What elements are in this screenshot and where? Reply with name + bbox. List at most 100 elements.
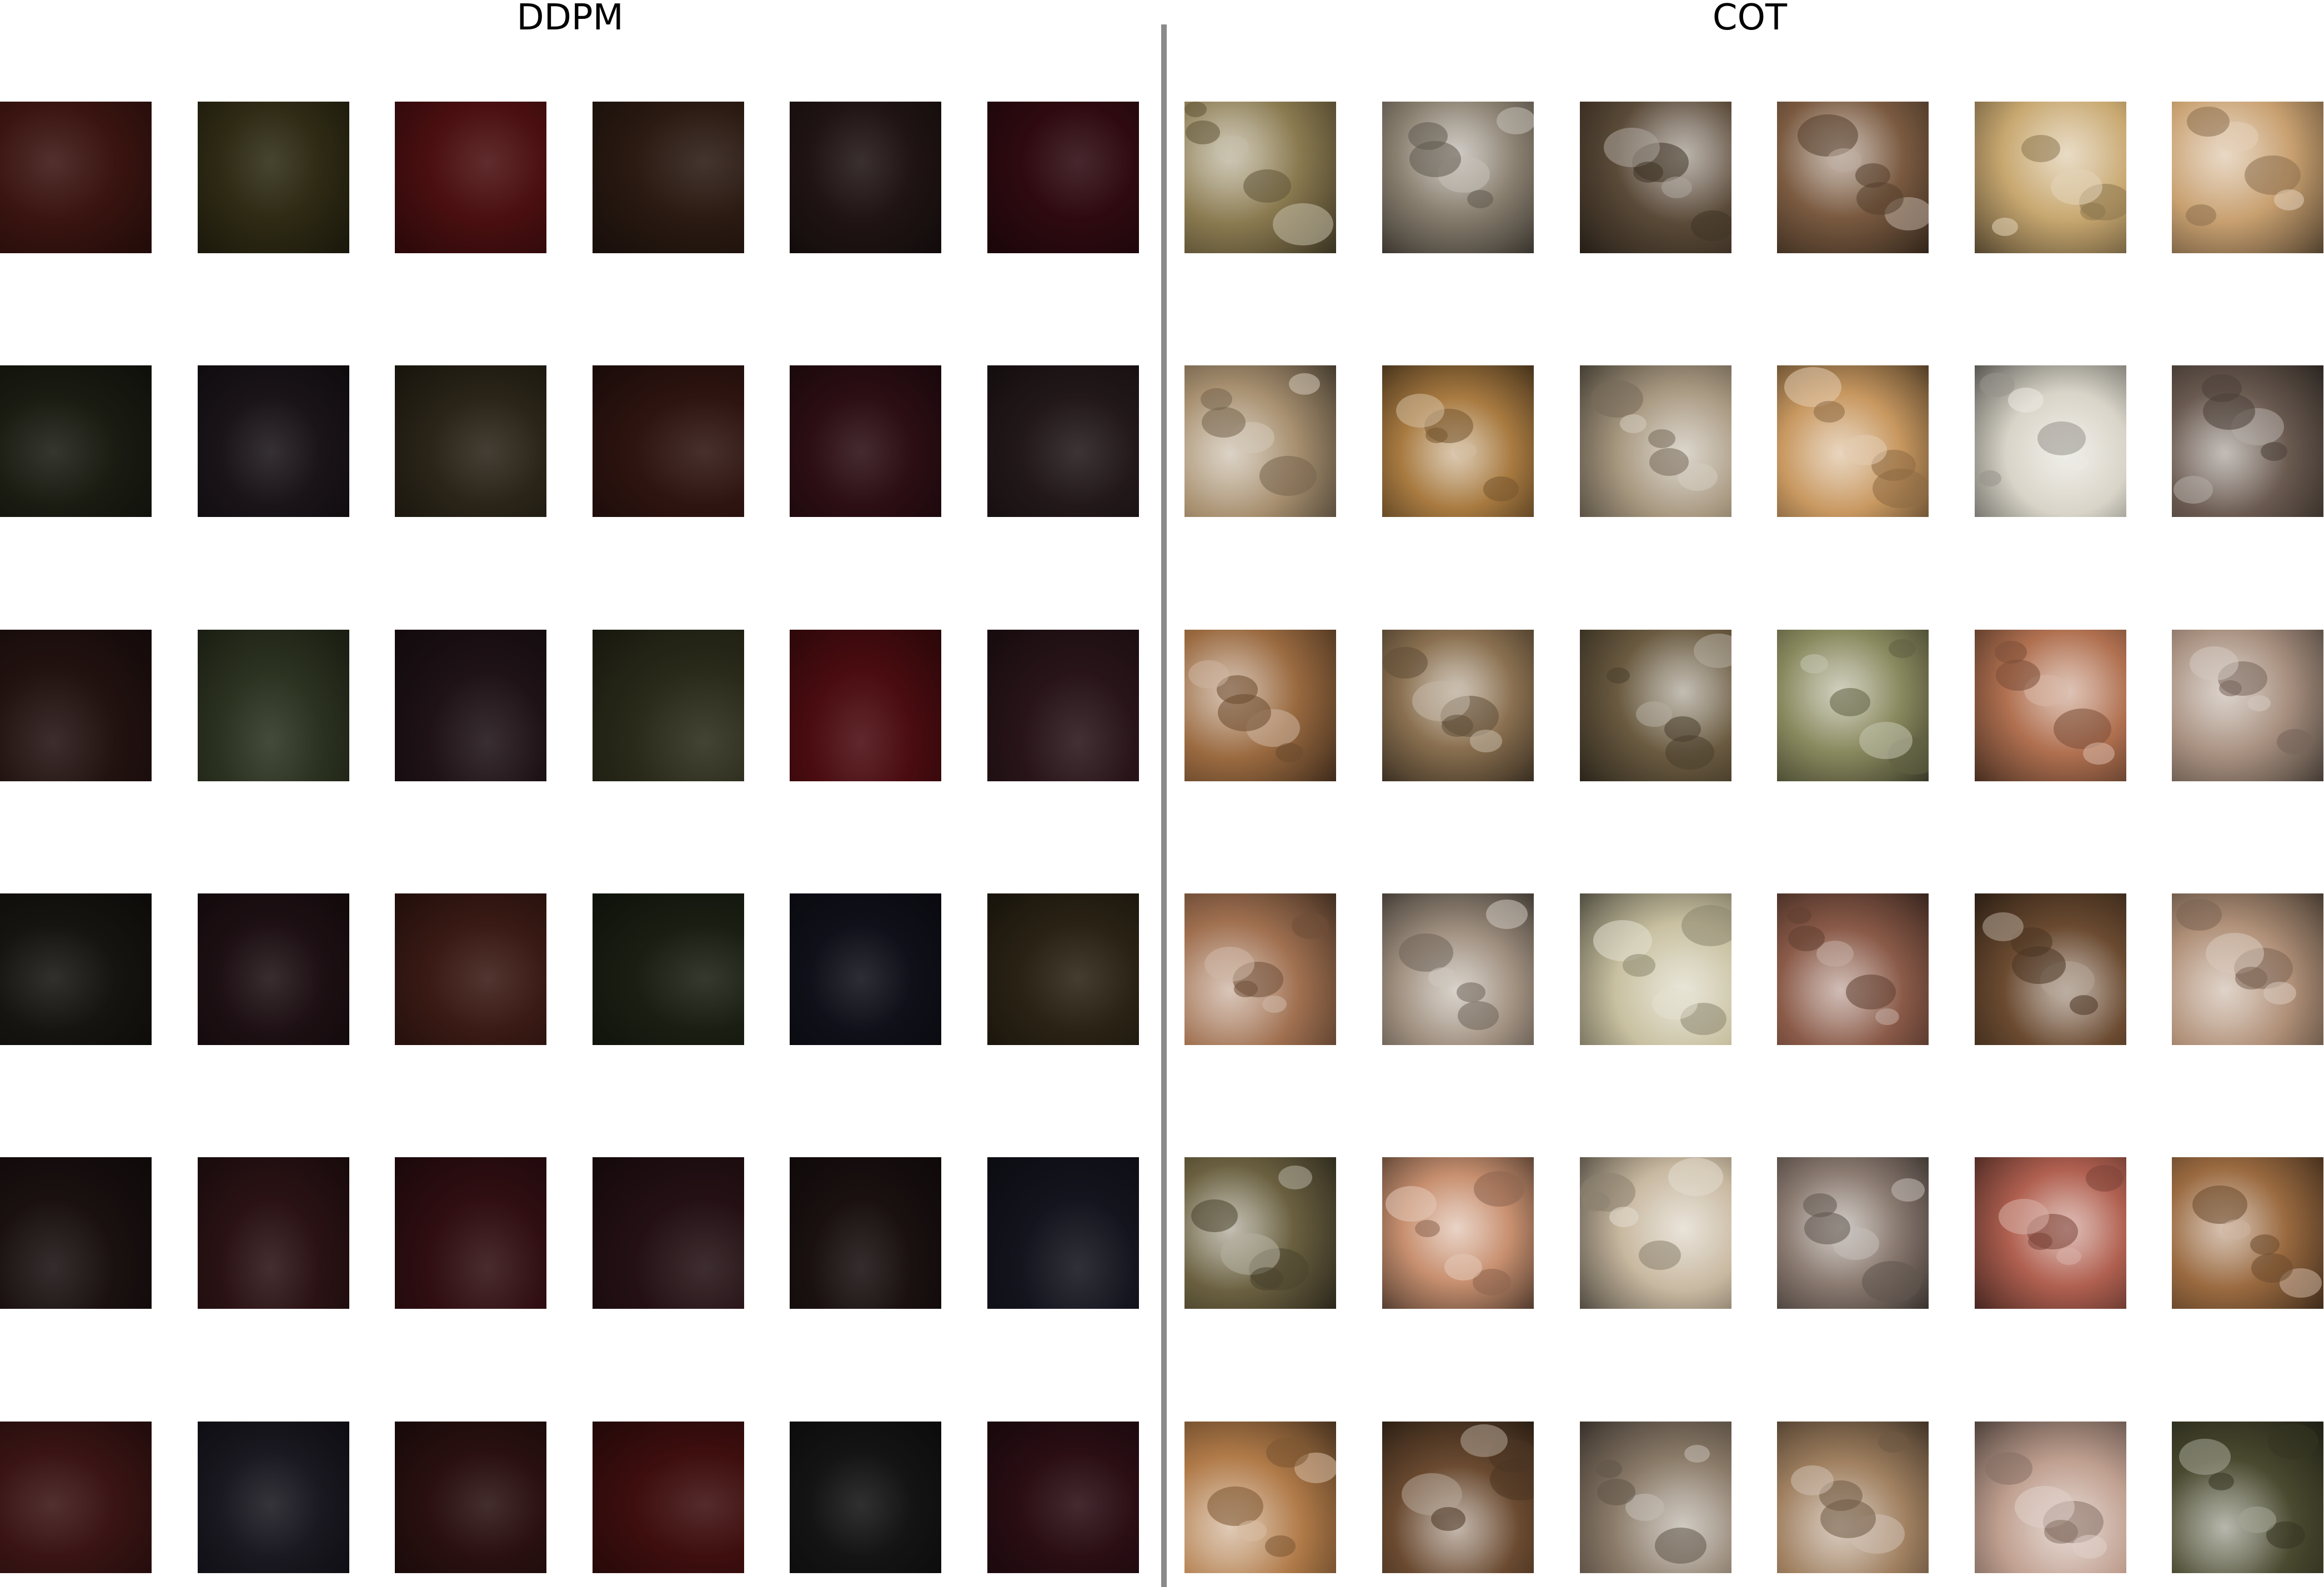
texture-blob (1788, 926, 1825, 951)
texture-blob (2072, 1535, 2107, 1559)
texture-blob (1483, 476, 1519, 501)
texture-blob (2070, 995, 2098, 1015)
cot-sample-image (1382, 1157, 1534, 1309)
texture-blob (1590, 380, 1643, 418)
ddpm-sample-image (198, 893, 349, 1045)
texture-blob (1289, 373, 1320, 395)
texture-blob (1276, 743, 1303, 762)
texture-blob (1873, 469, 1929, 508)
texture-blob (1442, 715, 1473, 737)
texture-blob (1878, 1432, 1908, 1453)
texture-blob (2179, 1439, 2231, 1475)
cot-sample-image (1580, 102, 1731, 253)
ddpm-sample-image (198, 365, 349, 517)
ddpm-sample-image (790, 893, 941, 1045)
texture-blob (2238, 1506, 2276, 1533)
texture-blob (1250, 1267, 1283, 1290)
texture-blob (1800, 654, 1828, 674)
texture-blob (1207, 1486, 1263, 1526)
cot-sample-image (1382, 102, 1534, 253)
texture-blob (1412, 681, 1470, 721)
texture-blob (1278, 1166, 1312, 1189)
ddpm-sample-image (0, 1422, 152, 1573)
texture-blob (1604, 128, 1660, 167)
ddpm-sample-image (395, 893, 546, 1045)
cot-sample-image (1382, 1422, 1534, 1573)
texture-blob (1830, 688, 1870, 716)
cot-sample-image (1184, 102, 1336, 253)
texture-blob (1891, 1178, 1925, 1202)
texture-blob (1691, 210, 1731, 241)
texture-blob (1636, 701, 1672, 727)
cot-sample-image (1975, 630, 2126, 781)
cot-panel-title: COT (1712, 0, 1788, 38)
texture-blob (2012, 946, 2066, 984)
cot-sample-image (1777, 893, 1929, 1045)
texture-blob (2080, 203, 2106, 220)
texture-blob (2067, 455, 2089, 471)
texture-blob (2056, 1248, 2081, 1265)
texture-blob (1273, 203, 1333, 245)
ddpm-sample-image (198, 102, 349, 253)
texture-blob (1633, 162, 1663, 183)
cot-sample-image (1777, 1422, 1929, 1573)
texture-blob (1681, 905, 1731, 946)
texture-blob (1652, 988, 1698, 1020)
texture-blob (1458, 1001, 1499, 1030)
texture-blob (2203, 393, 2255, 430)
texture-blob (1415, 1220, 1440, 1237)
cot-sample-image (1975, 102, 2126, 253)
texture-blob (2267, 1424, 2318, 1459)
ddpm-sample-image (198, 630, 349, 781)
texture-blob (1665, 735, 1714, 770)
cot-sample-image (1580, 893, 1731, 1045)
cot-sample-image (1580, 365, 1731, 517)
texture-blob (2247, 695, 2271, 711)
texture-blob (2044, 1520, 2078, 1544)
texture-blob (1609, 1207, 1639, 1227)
texture-blob (2261, 442, 2287, 461)
texture-blob (2190, 646, 2238, 681)
texture-blob (1649, 448, 1689, 476)
texture-blob (2235, 967, 2267, 990)
texture-blob (2021, 135, 2060, 162)
texture-blob (1454, 443, 1477, 459)
cot-sample-image (2172, 630, 2323, 781)
texture-blob (1999, 1199, 2049, 1234)
ddpm-sample-image (987, 893, 1139, 1045)
texture-blob (1596, 1460, 1622, 1478)
texture-blob (2187, 107, 2230, 137)
texture-blob (1875, 1008, 1899, 1025)
texture-blob (1186, 120, 1220, 144)
texture-blob (1581, 1192, 1610, 1212)
cot-sample-image (1975, 1157, 2126, 1309)
texture-blob (1843, 435, 1887, 465)
texture-blob (1889, 639, 1916, 658)
ddpm-sample-image (987, 630, 1139, 781)
cot-sample-image (1580, 1157, 1731, 1309)
ddpm-sample-image (0, 630, 152, 781)
texture-blob (1383, 647, 1428, 679)
texture-blob (2274, 189, 2304, 210)
ddpm-sample-image (790, 1157, 941, 1309)
texture-blob (2086, 1165, 2124, 1192)
texture-blob (1623, 954, 1655, 977)
texture-blob (2251, 1253, 2293, 1283)
texture-blob (2208, 1473, 2234, 1490)
texture-blob (1784, 367, 1841, 407)
texture-blob (1497, 107, 1534, 134)
texture-blob (1816, 941, 1854, 967)
texture-blob (1814, 401, 1845, 423)
texture-blob (2277, 729, 2313, 755)
ddpm-sample-image (395, 1422, 546, 1573)
texture-blob (1607, 667, 1630, 684)
texture-blob (1684, 1445, 1710, 1463)
ddpm-sample-image (987, 1422, 1139, 1573)
ddpm-sample-image (987, 365, 1139, 517)
texture-blob (2186, 204, 2216, 226)
texture-blob (1620, 414, 1647, 433)
texture-blob (1791, 1465, 1834, 1495)
texture-blob (2245, 155, 2301, 195)
texture-blob (1214, 135, 1249, 160)
texture-blob (2250, 1234, 2280, 1255)
